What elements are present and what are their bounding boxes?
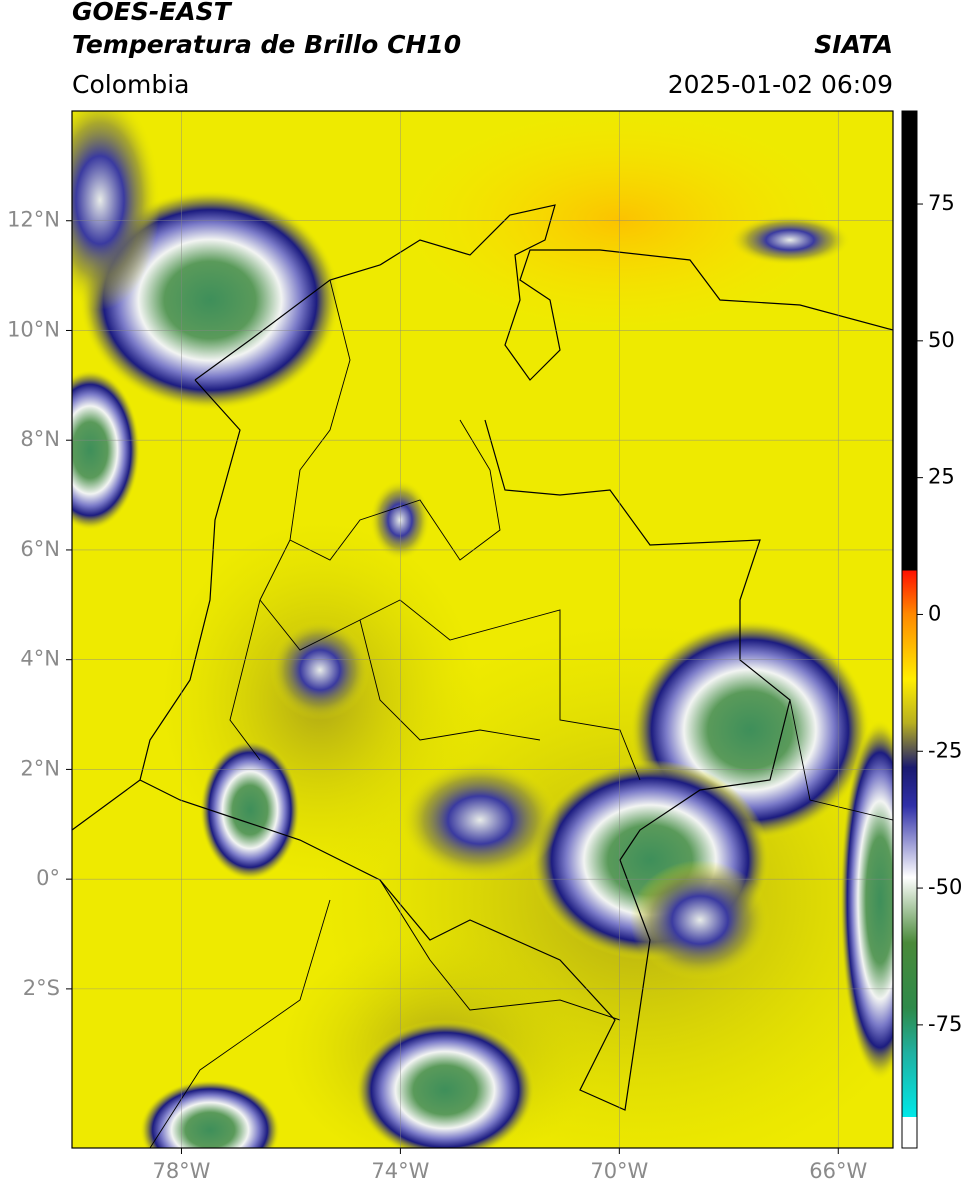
colorbar-tick-label: -50	[928, 875, 962, 899]
colorbar-tick-label: 0	[928, 601, 941, 625]
colorbar-tick-label: 25	[928, 465, 955, 489]
x-tick-label: 74°W	[371, 1159, 429, 1183]
colorbar-tick-label: 50	[928, 328, 955, 352]
y-tick-label: 8°N	[20, 427, 60, 451]
y-tick-label: 4°N	[20, 647, 60, 671]
y-tick-label: 2°N	[20, 756, 60, 780]
y-tick-label: 2°S	[23, 976, 60, 1000]
region: Colombia	[72, 70, 189, 99]
border	[149, 699, 893, 1148]
y-tick-label: 6°N	[20, 537, 60, 561]
border	[379, 879, 621, 1021]
colorbar-tick-label: 75	[928, 191, 955, 215]
y-tick-label: 12°N	[7, 208, 60, 232]
coastline	[72, 379, 241, 831]
source: SIATA	[814, 30, 893, 59]
datetime: 2025-01-02 06:09	[668, 70, 893, 99]
x-tick-label: 66°W	[809, 1159, 867, 1183]
x-tick-label: 78°W	[152, 1159, 210, 1183]
colorbar	[901, 110, 918, 1149]
map-frame	[71, 110, 894, 1149]
x-tick-label: 70°W	[590, 1159, 648, 1183]
subtitle: Temperatura de Brillo CH10	[72, 30, 461, 59]
y-tick-label: 10°N	[7, 317, 60, 341]
colorbar-tick-label: -25	[928, 738, 962, 762]
y-tick-label: 0°	[36, 866, 60, 890]
coastline	[194, 204, 893, 381]
colorbar-tick-label: -75	[928, 1012, 962, 1036]
grid	[72, 111, 893, 1148]
satellite-image	[72, 111, 893, 1148]
title: GOES-EAST	[72, 0, 233, 26]
department-borders	[229, 279, 641, 781]
